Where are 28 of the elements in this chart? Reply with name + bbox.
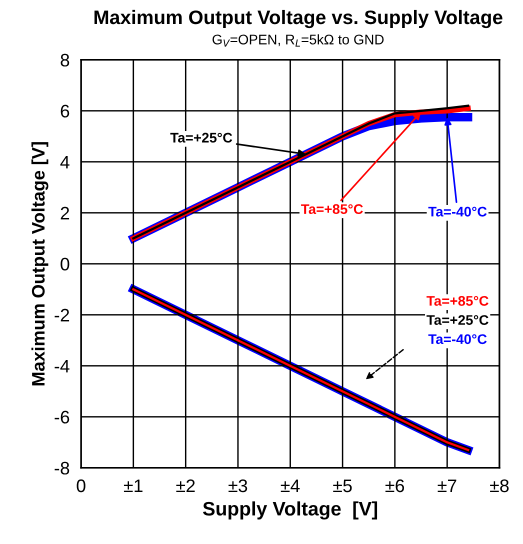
- x-tick-label: ±3: [228, 479, 248, 492]
- chart-title: Maximum Output Voltage vs. Supply Voltage: [94, 10, 502, 28]
- x-tick-label: ±5: [333, 480, 352, 492]
- x-axis-title: Supply Voltage [V]: [202, 501, 378, 520]
- y-tick-label: -8: [54, 462, 70, 475]
- y-tick-label: 6: [60, 104, 70, 118]
- chart-subtitle: G$_{V}$=OPEN, R$_{L}$=5kΩ to GND: [212, 34, 384, 47]
- x-tick-label: ±1: [124, 480, 142, 492]
- annotation: Ta=-40°C: [428, 206, 487, 217]
- x-tick-label: ±4: [280, 480, 300, 492]
- x-tick-label: ±6: [385, 479, 404, 492]
- y-tick-label: -6: [54, 410, 70, 424]
- y-tick-label: -4: [54, 360, 70, 372]
- annotation: Ta=-40°C: [428, 334, 487, 344]
- y-tick-label: -2: [54, 308, 70, 322]
- y-tick-label: 8: [60, 54, 70, 67]
- y-tick-label: 0: [60, 258, 70, 271]
- annotation: Ta=+85°C: [301, 204, 363, 214]
- y-axis-title: Maximum Output Voltage [V]: [31, 142, 48, 386]
- x-tick-label: ±8: [490, 479, 509, 492]
- annotation: Ta=+25°C: [426, 315, 488, 325]
- x-tick-label: 0: [76, 479, 86, 492]
- x-tick-label: ±7: [438, 480, 456, 492]
- annotation: Ta=+85°C: [426, 296, 488, 306]
- y-tick-label: 2: [60, 206, 70, 220]
- x-tick-label: ±2: [176, 479, 195, 492]
- annotation: Ta=+25°C: [170, 132, 232, 143]
- y-tick-label: 4: [60, 156, 70, 168]
